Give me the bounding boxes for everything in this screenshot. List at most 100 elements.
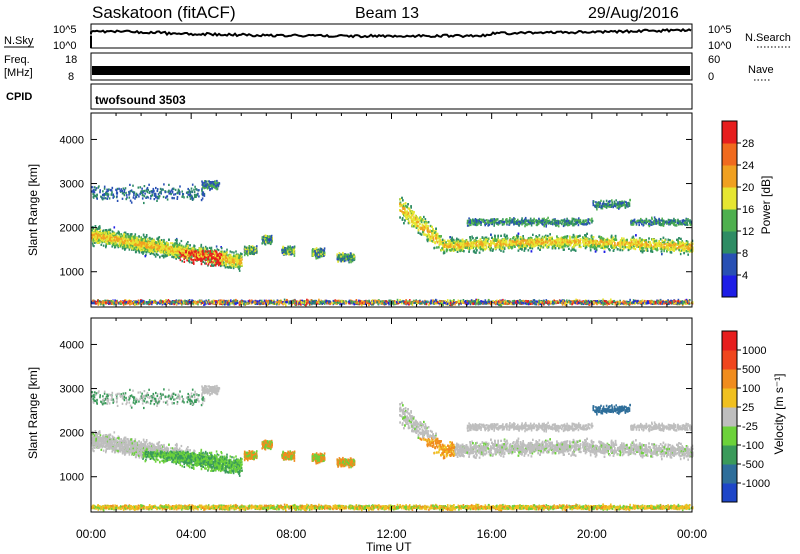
data-cell xyxy=(122,192,124,195)
data-cell xyxy=(224,252,226,255)
data-cell xyxy=(170,193,172,196)
data-cell xyxy=(135,250,137,254)
data-cell xyxy=(105,242,108,246)
data-cell xyxy=(94,186,96,189)
freq-band xyxy=(92,66,690,75)
data-cell xyxy=(264,240,267,243)
data-cell xyxy=(236,254,239,257)
data-cell xyxy=(162,195,165,199)
data-cell xyxy=(116,192,118,195)
data-cell xyxy=(116,187,119,190)
data-cell xyxy=(170,242,172,245)
data-cell xyxy=(100,243,103,246)
data-cell xyxy=(284,251,287,254)
data-cell xyxy=(98,235,100,238)
data-cell xyxy=(143,238,145,241)
data-cell xyxy=(206,247,209,250)
data-cell xyxy=(162,256,165,259)
data-cell xyxy=(158,245,160,248)
data-cell xyxy=(175,249,177,252)
data-cell xyxy=(177,248,179,251)
data-cell xyxy=(209,258,211,261)
data-cell xyxy=(186,257,188,260)
data-cell xyxy=(154,249,157,252)
data-cell xyxy=(132,240,134,243)
data-cell xyxy=(143,241,146,244)
data-cell xyxy=(212,259,215,262)
data-cell xyxy=(248,248,251,252)
data-cell xyxy=(139,186,142,189)
data-cell xyxy=(121,240,124,243)
data-cell xyxy=(149,252,152,255)
data-cell xyxy=(183,253,185,256)
data-cell xyxy=(222,255,225,258)
data-cell xyxy=(117,230,120,233)
data-cell xyxy=(195,188,197,191)
data-cell xyxy=(182,255,184,258)
data-cell xyxy=(208,261,210,264)
data-cell xyxy=(220,253,222,256)
data-cell xyxy=(348,261,350,264)
data-cell xyxy=(125,198,128,201)
data-cell xyxy=(189,197,192,200)
data-cell xyxy=(235,250,237,253)
data-cell xyxy=(269,238,272,241)
data-cell xyxy=(230,256,232,259)
data-cell xyxy=(227,257,229,260)
data-cell xyxy=(111,230,114,233)
data-cell xyxy=(232,258,235,261)
data-cell xyxy=(188,261,191,264)
nave-label: Nave xyxy=(748,64,774,76)
data-cell xyxy=(183,247,186,250)
data-cell xyxy=(135,195,137,198)
data-cell xyxy=(157,242,159,245)
data-cell xyxy=(105,244,107,247)
data-cell xyxy=(138,238,141,241)
data-cell xyxy=(353,257,355,260)
data-cell xyxy=(230,259,232,263)
data-cell xyxy=(311,250,314,253)
data-cell xyxy=(96,194,98,197)
data-cell xyxy=(102,244,105,247)
data-cell xyxy=(145,235,148,238)
data-cell xyxy=(190,187,193,190)
data-cell xyxy=(93,229,96,232)
data-cell xyxy=(163,240,165,243)
data-cell xyxy=(179,185,181,188)
data-cell xyxy=(187,244,189,247)
data-cell xyxy=(264,234,267,237)
data-cell xyxy=(316,252,318,255)
data-cell xyxy=(154,250,157,253)
data-cell xyxy=(113,246,116,249)
data-cell xyxy=(288,250,290,253)
data-cell xyxy=(168,183,170,186)
data-cell xyxy=(218,257,221,260)
data-cell xyxy=(143,201,145,205)
data-cell xyxy=(155,241,158,244)
data-cell xyxy=(166,195,169,198)
data-cell xyxy=(198,256,200,259)
data-cell xyxy=(218,264,220,267)
data-cell xyxy=(235,256,237,259)
data-cell xyxy=(238,265,241,268)
data-cell xyxy=(144,255,147,258)
data-cell xyxy=(202,246,204,249)
data-cell xyxy=(146,186,149,190)
data-cell xyxy=(171,242,174,245)
data-cell xyxy=(144,239,147,242)
data-cell xyxy=(288,247,290,250)
data-cell xyxy=(228,261,231,264)
data-cell xyxy=(125,194,128,197)
data-cell xyxy=(251,252,253,255)
data-cell xyxy=(181,249,183,252)
data-cell xyxy=(170,251,173,254)
data-cell xyxy=(233,251,235,254)
data-cell xyxy=(208,180,210,183)
cpid-frame xyxy=(90,83,693,110)
noise-right-tick-top: 10^5 xyxy=(708,24,732,36)
data-cell xyxy=(225,264,228,267)
data-cell xyxy=(123,188,126,191)
data-cell xyxy=(136,248,138,251)
data-cell xyxy=(152,187,155,191)
data-cell xyxy=(128,248,131,251)
